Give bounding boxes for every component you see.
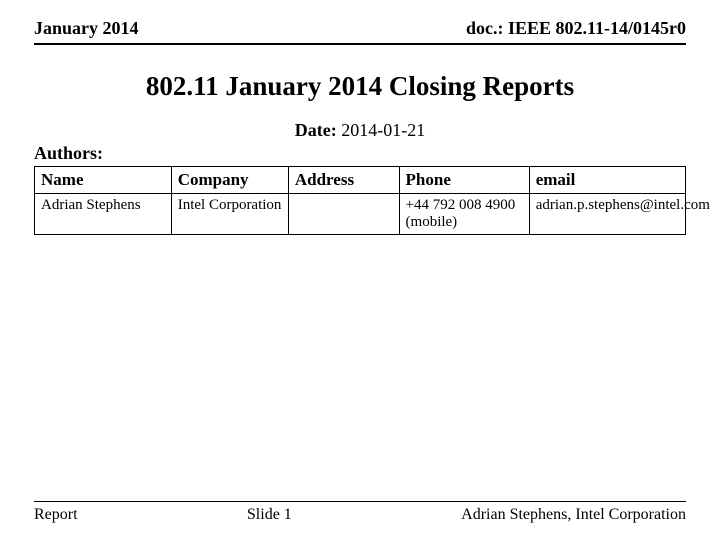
footer-left: Report	[34, 506, 78, 524]
header-rule	[34, 43, 686, 45]
date-label: Date:	[295, 120, 337, 140]
slide-page: January 2014 doc.: IEEE 802.11-14/0145r0…	[0, 0, 720, 540]
cell-address	[288, 194, 399, 235]
header-left: January 2014	[34, 18, 139, 39]
authors-table: Name Company Address Phone email Adrian …	[34, 166, 686, 235]
col-header-phone: Phone	[399, 167, 529, 194]
page-title: 802.11 January 2014 Closing Reports	[34, 71, 686, 102]
date-line: Date: 2014-01-21	[34, 120, 686, 141]
cell-phone: +44 792 008 4900 (mobile)	[399, 194, 529, 235]
col-header-email: email	[529, 167, 685, 194]
table-row: Adrian Stephens Intel Corporation +44 79…	[35, 194, 686, 235]
date-value: 2014-01-21	[341, 120, 425, 140]
cell-company: Intel Corporation	[171, 194, 288, 235]
cell-email: adrian.p.stephens@intel.com	[529, 194, 685, 235]
col-header-name: Name	[35, 167, 172, 194]
footer-rule	[34, 501, 686, 502]
cell-name: Adrian Stephens	[35, 194, 172, 235]
footer: Report Slide 1 Adrian Stephens, Intel Co…	[34, 501, 686, 524]
authors-label: Authors:	[34, 143, 686, 164]
table-header-row: Name Company Address Phone email	[35, 167, 686, 194]
col-header-company: Company	[171, 167, 288, 194]
footer-center: Slide 1	[78, 506, 462, 524]
header: January 2014 doc.: IEEE 802.11-14/0145r0	[34, 18, 686, 39]
header-right: doc.: IEEE 802.11-14/0145r0	[466, 18, 686, 39]
col-header-address: Address	[288, 167, 399, 194]
footer-right: Adrian Stephens, Intel Corporation	[461, 506, 686, 524]
footer-row: Report Slide 1 Adrian Stephens, Intel Co…	[34, 506, 686, 524]
